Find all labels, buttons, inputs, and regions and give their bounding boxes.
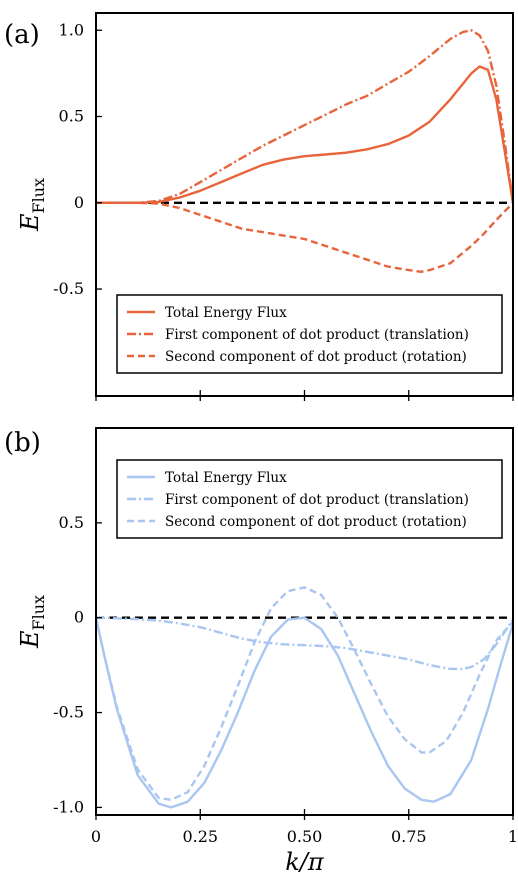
series-line-3 xyxy=(94,586,514,801)
legend-entry: First component of dot product (translat… xyxy=(165,327,469,343)
panel-b: 0.50-0.5-1.00 0.25 0.50 0.75 1(b)EFluxk/πTot… xyxy=(4,427,518,876)
y-tick-label: -0.5 xyxy=(53,703,84,722)
x-tick-label: 0.25 xyxy=(182,827,218,846)
y-tick-label: -1.0 xyxy=(53,797,84,816)
panel-label: (b) xyxy=(4,428,41,458)
legend: Total Energy Flux First component of dot … xyxy=(116,459,503,539)
x-tick-label: 0.75 xyxy=(391,827,427,846)
legend-entry: Total Energy Flux xyxy=(165,305,287,321)
legend-box xyxy=(116,294,503,374)
series-line-1 xyxy=(94,616,515,809)
series-line-2 xyxy=(95,616,514,671)
legend-entry: Second component of dot product (rotatio… xyxy=(165,349,467,365)
y-tick-label: 0.5 xyxy=(59,513,84,532)
panel-label: (a) xyxy=(4,20,40,50)
series-line-1 xyxy=(96,65,515,204)
y-tick-label: -0.5 xyxy=(53,279,84,298)
series-line-3 xyxy=(96,201,514,273)
panel-a: 1.0 0.5 0 -0.5 (a) EFlux Total Energy Flux Firs… xyxy=(4,12,515,401)
y-tick-label: 0 xyxy=(74,193,84,212)
legend-entry: First component of dot product (translat… xyxy=(165,492,469,508)
y-tick-label: 0.5 xyxy=(59,107,84,126)
legend: Total Energy Flux First component of dot … xyxy=(116,294,503,374)
x-tick-label: 0.50 xyxy=(287,827,323,846)
x-axis-title: k/π xyxy=(285,848,325,876)
legend-entry: Second component of dot product (rotatio… xyxy=(165,514,467,530)
x-tick-label: 1 xyxy=(508,827,518,846)
y-axis-title: EFlux xyxy=(16,595,48,649)
x-tick-label: 0 xyxy=(91,827,101,846)
y-tick-label: 1.0 xyxy=(59,20,84,39)
legend-entry: Total Energy Flux xyxy=(165,470,287,486)
series-line-2 xyxy=(96,29,515,204)
y-tick-label: 0 xyxy=(74,608,84,627)
legend-box xyxy=(116,459,503,539)
y-axis-title: EFlux xyxy=(16,178,48,232)
